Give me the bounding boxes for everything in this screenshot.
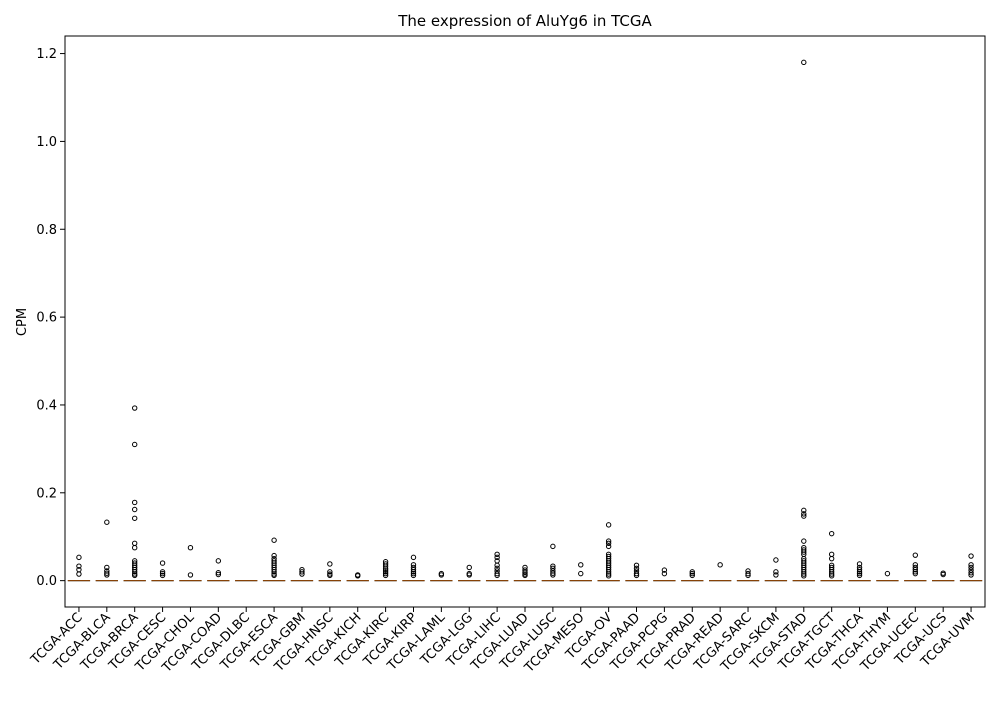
outlier-point [774, 558, 778, 562]
y-tick-label: 0.6 [36, 311, 57, 326]
outlier-point [77, 572, 81, 576]
y-tick-label: 0.4 [36, 398, 57, 413]
outlier-point [606, 523, 610, 527]
y-axis-label: CPM [15, 308, 30, 336]
outlier-point [188, 573, 192, 577]
y-tick-label: 0.0 [36, 574, 57, 589]
outlier-point [132, 541, 136, 545]
outlier-point [77, 555, 81, 559]
y-tick-label: 1.0 [36, 135, 57, 150]
outlier-point [606, 544, 610, 548]
y-tick-label: 1.2 [36, 47, 57, 62]
outlier-point [132, 442, 136, 446]
outlier-point [885, 571, 889, 575]
outlier-point [132, 546, 136, 550]
outlier-point [105, 520, 109, 524]
outlier-point [913, 553, 917, 557]
plot-area [68, 60, 982, 580]
outlier-point [132, 406, 136, 410]
outlier-point [718, 563, 722, 567]
outlier-point [969, 554, 973, 558]
outlier-point [829, 556, 833, 560]
chart-title: The expression of AluYg6 in TCGA [397, 12, 652, 30]
outlier-point [467, 565, 471, 569]
outlier-point [411, 555, 415, 559]
y-tick-label: 0.2 [36, 486, 57, 501]
outlier-point [829, 531, 833, 535]
outlier-point [132, 507, 136, 511]
y-tick-label: 0.8 [36, 223, 57, 238]
outlier-point [802, 60, 806, 64]
outlier-point [132, 500, 136, 504]
outlier-point [579, 571, 583, 575]
outlier-point [829, 552, 833, 556]
outlier-point [802, 539, 806, 543]
y-axis: 0.0 0.2 0.4 0.6 0.8 1.0 1.2 [36, 47, 65, 589]
outlier-point [160, 561, 164, 565]
outlier-point [579, 563, 583, 567]
outlier-point [328, 562, 332, 566]
plot-frame [65, 36, 985, 607]
outlier-point [272, 538, 276, 542]
outlier-point [132, 516, 136, 520]
outlier-point [188, 546, 192, 550]
outlier-point [551, 544, 555, 548]
outlier-point [774, 573, 778, 577]
outlier-point [216, 559, 220, 563]
x-axis: TCGA-ACCTCGA-BLCATCGA-BRCATCGA-CESCTCGA-… [28, 607, 978, 676]
